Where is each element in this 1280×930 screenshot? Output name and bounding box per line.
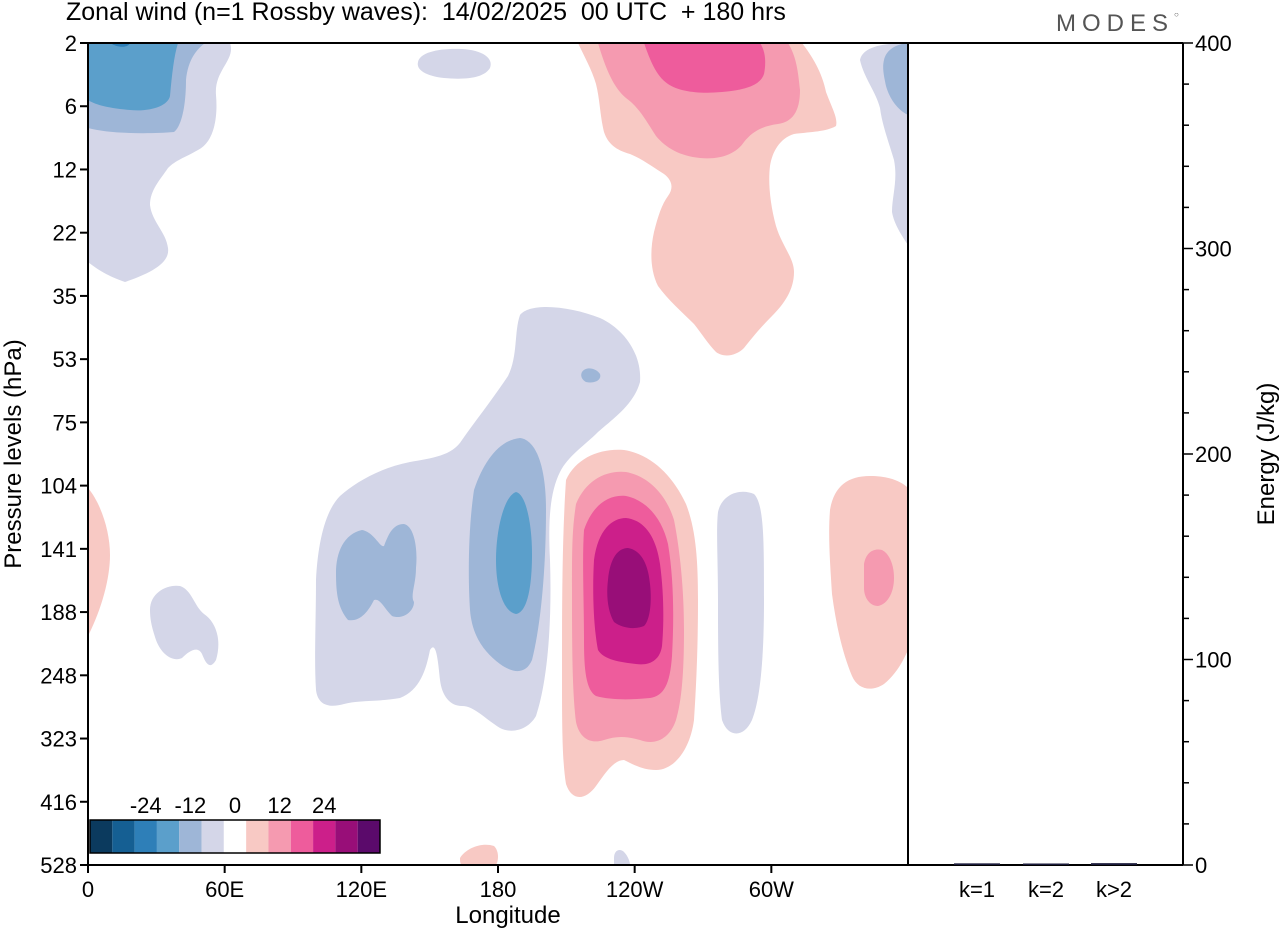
contour-region-neg-4 [417, 48, 491, 79]
energy-tick-label: 400 [1195, 31, 1232, 56]
contour-region-neg-12 [496, 492, 532, 614]
energy-tick-label: 200 [1195, 442, 1232, 467]
x-tick-label: 120E [336, 877, 387, 902]
y-tick-label: 188 [40, 600, 77, 625]
contour-region-pos-18 [607, 548, 651, 629]
y-tick-label: 53 [53, 347, 77, 372]
colorbar-swatch [335, 820, 358, 853]
y-tick-label: 104 [40, 474, 77, 499]
y-tick-label: 12 [53, 157, 77, 182]
y-axis-title: Pressure levels (hPa) [0, 339, 27, 568]
energy-category-label: k=2 [1028, 877, 1064, 902]
y-tick-label: 2 [65, 31, 77, 56]
contour-region-neg-10 [336, 524, 417, 621]
y-tick-label: 22 [53, 221, 77, 246]
colorbar-swatch [223, 820, 247, 853]
contour-region-pos-21 [644, 43, 766, 93]
y-tick-label: 6 [65, 94, 77, 119]
colorbar-swatch [179, 820, 202, 853]
logo-text: MODES [1056, 10, 1175, 37]
x-tick-label: 60E [205, 877, 244, 902]
colorbar-label: 12 [267, 793, 291, 818]
colorbar-swatch [90, 820, 113, 853]
x-tick-label: 180 [480, 877, 517, 902]
contour-region-neg-13 [581, 368, 601, 383]
y-tick-label: 141 [40, 537, 77, 562]
energy-axis-title: Energy (J/kg) [1253, 383, 1280, 526]
energy-tick-label: 100 [1195, 648, 1232, 673]
contour-region-neg-2 [88, 43, 178, 111]
contour-region-neg-9 [717, 491, 764, 734]
contour-region-neg-26 [614, 850, 630, 865]
registered-mark: ○ [1174, 10, 1179, 19]
colorbar: -24 -12 0 12 24 [89, 793, 381, 854]
energy-tick-label: 0 [1195, 853, 1207, 878]
x-axis-title: Longitude [455, 902, 560, 929]
contour-region-pos-24 [88, 488, 110, 636]
colorbar-swatch [290, 820, 314, 853]
colorbar-label: 0 [229, 793, 241, 818]
colorbar-swatch [134, 820, 157, 853]
colorbar-border [89, 819, 381, 854]
energy-bar-1 [954, 863, 1000, 865]
contour-region-pos-25 [460, 844, 498, 865]
contour-region-neg-6 [883, 43, 908, 115]
colorbar-label: -12 [174, 793, 206, 818]
y-tick-label: 248 [40, 663, 77, 688]
y-tick-label: 323 [40, 727, 77, 752]
modes-logo: MODES○ [1056, 10, 1179, 38]
contour-layer [88, 43, 908, 865]
y-tick-label: 528 [40, 853, 77, 878]
energy-bars: 0 100 200 300 400 Energy (J/kg) k=1 k=2 k>2 [954, 31, 1280, 902]
colorbar-swatch [313, 820, 336, 853]
colorbar-swatch [357, 820, 380, 853]
y-tick-label: 35 [53, 284, 77, 309]
contour-region-neg-8 [150, 585, 219, 666]
colorbar-swatch [268, 820, 291, 853]
colorbar-swatch [112, 820, 135, 853]
chart-title: Zonal wind (n=1 Rossby waves): 14/02/202… [66, 0, 786, 26]
contour-region-pos-23 [864, 549, 894, 606]
colorbar-swatch [156, 820, 180, 853]
y-tick-label: 416 [40, 790, 77, 815]
colorbar-label: -24 [130, 793, 162, 818]
energy-category-label: k>2 [1096, 877, 1132, 902]
energy-tick-label: 300 [1195, 237, 1232, 262]
energy-category-label: k=1 [959, 877, 995, 902]
x-tick-label: 60W [749, 877, 794, 902]
y-tick-label: 75 [53, 410, 77, 435]
x-tick-label: 0 [82, 877, 94, 902]
x-tick-label: 120W [606, 877, 664, 902]
colorbar-swatch [246, 820, 269, 853]
energy-bar-2 [1023, 863, 1069, 865]
energy-bar-3 [1091, 863, 1137, 865]
colorbar-swatch [201, 820, 224, 853]
colorbar-label: 24 [312, 793, 336, 818]
